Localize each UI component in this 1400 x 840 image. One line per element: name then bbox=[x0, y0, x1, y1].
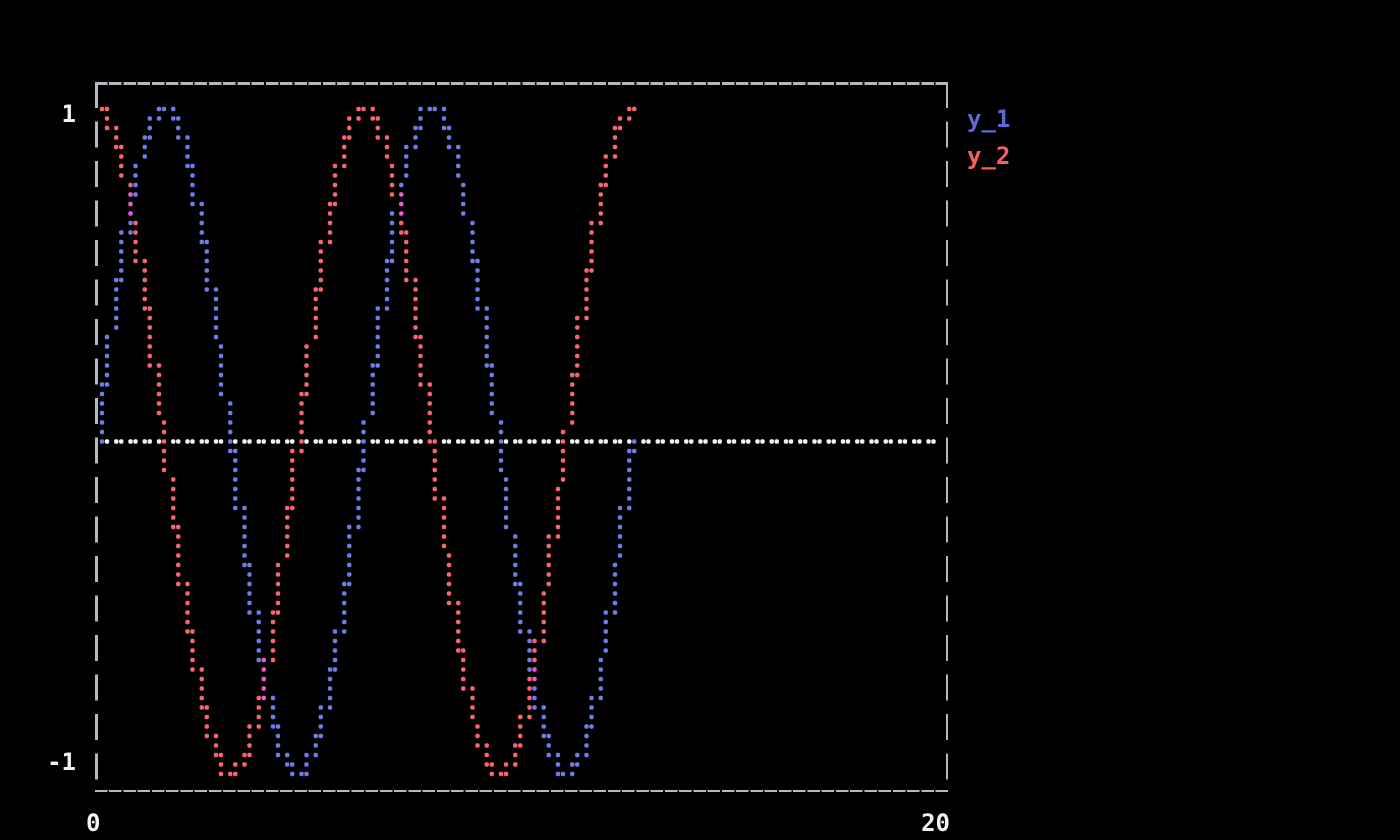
plot-border-top bbox=[95, 82, 948, 85]
legend-item-y2: y_2 bbox=[967, 142, 1011, 170]
x-axis-tick-label-max: 20 bbox=[921, 809, 950, 837]
y-axis-tick-label-max: 1 bbox=[61, 100, 76, 128]
plot-border-left bbox=[95, 82, 98, 792]
x-axis-tick-label-min: 0 bbox=[86, 809, 101, 837]
y-axis-tick-label-min: -1 bbox=[47, 748, 76, 776]
plot-border-bottom bbox=[95, 789, 948, 792]
legend-item-y1: y_1 bbox=[967, 105, 1011, 133]
plot-border-right bbox=[945, 82, 948, 792]
legend: y_1 y_2 bbox=[967, 101, 1010, 175]
